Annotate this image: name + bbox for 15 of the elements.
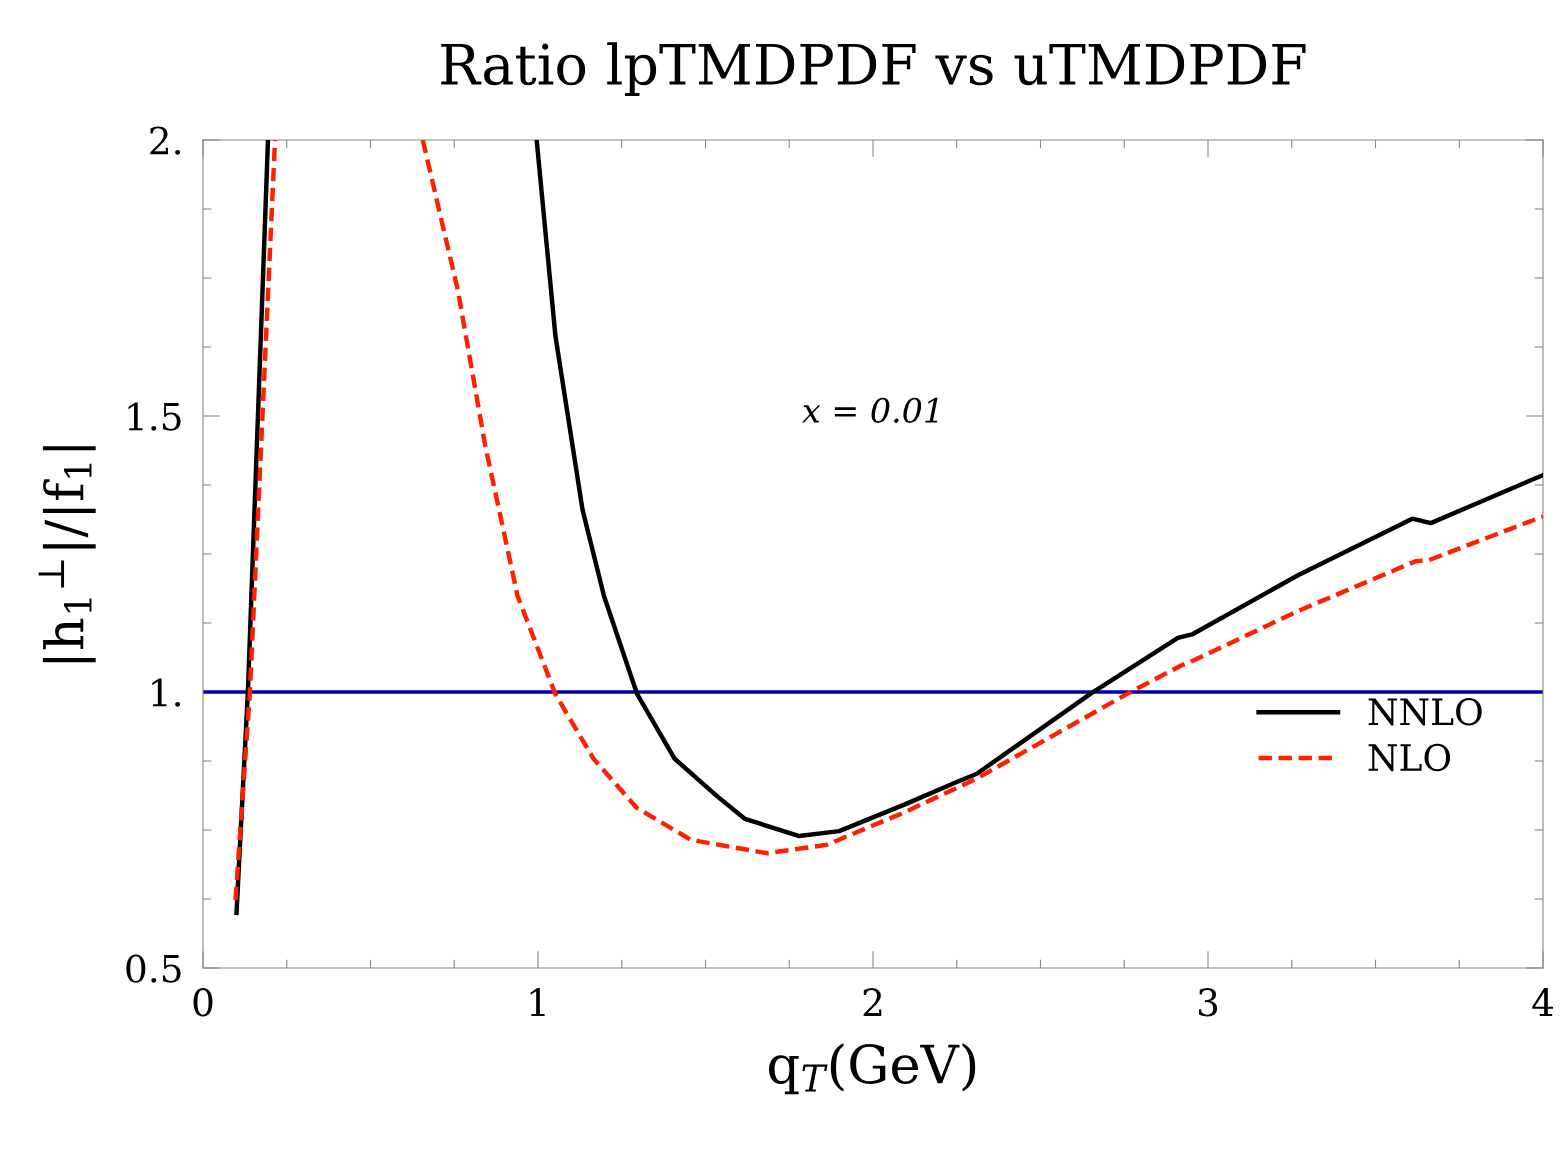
y-tick-label: 1. (152, 678, 181, 707)
annotation: x = 0.01 (802, 397, 938, 423)
y-tick-label: 2. (150, 126, 181, 155)
x-tick-label: 1 (530, 988, 545, 1016)
x-tick-label: 3 (1198, 988, 1218, 1017)
y-axis-title: |h$_{1}$$^{⊥}$|/|f$_{1}$| (38, 446, 96, 663)
chart-title: Ratio lpTMDPDF vs uTMDPDF (441, 42, 1306, 96)
x-tick-label: 2 (863, 988, 882, 1016)
x-axis-title: q$_{T}$(GeV) (769, 1043, 976, 1095)
y-tick-label: 0.5 (126, 954, 181, 983)
legend-label: NLO (1368, 743, 1451, 772)
x-tick-label: 4 (1532, 988, 1554, 1016)
y-tick-label: 1.5 (128, 402, 181, 431)
legend-label: NNLO (1368, 698, 1482, 726)
x-tick-label: 0 (193, 988, 213, 1017)
